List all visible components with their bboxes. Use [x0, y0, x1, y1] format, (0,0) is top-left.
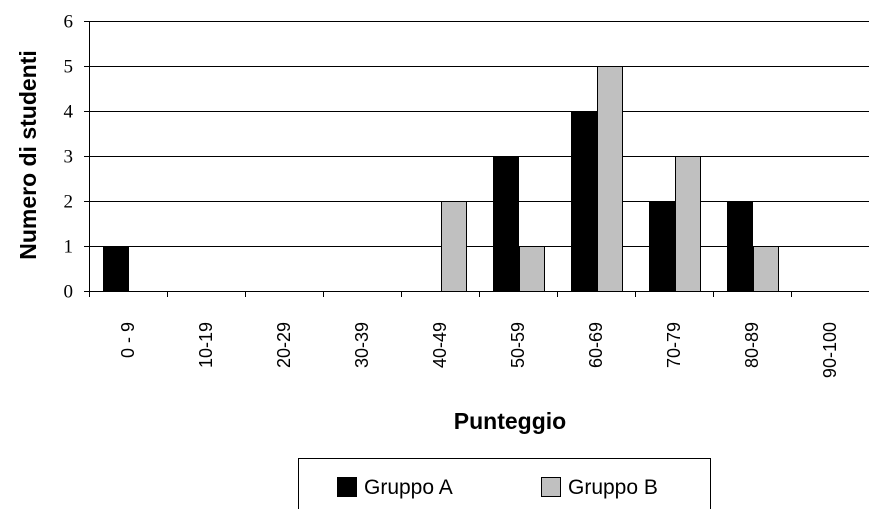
y-axis-title: Numero di studenti	[15, 50, 41, 260]
bar	[493, 156, 519, 292]
bar	[597, 66, 623, 292]
bar	[753, 246, 779, 292]
bar	[571, 111, 597, 292]
x-tick-label: 30-39	[352, 322, 372, 368]
x-tick-label: 70-79	[664, 322, 684, 368]
x-tick-label: 50-59	[508, 322, 528, 368]
y-tick-label: 1	[64, 237, 74, 258]
x-tick-label: 10-19	[196, 322, 216, 368]
legend-swatch	[541, 477, 561, 497]
x-tick-labels: 0 - 9 10-19 20-29 30-39 40-49 50-59 60-69 70-79…	[118, 322, 840, 378]
bars	[103, 66, 779, 292]
y-tick-label: 3	[64, 147, 74, 168]
x-axis-title: Punteggio	[454, 408, 566, 434]
y-tick-label: 2	[64, 192, 74, 213]
bar	[103, 246, 129, 292]
bar	[727, 201, 753, 292]
y-tick-label: 6	[64, 12, 74, 33]
x-tick-label: 80-89	[742, 322, 762, 368]
y-tick-label: 0	[64, 282, 74, 303]
legend-swatch	[337, 477, 357, 497]
bar	[649, 201, 675, 292]
legend: Gruppo A Gruppo B	[298, 458, 711, 509]
x-tick-label: 20-29	[274, 322, 294, 368]
x-tick-label: 0 - 9	[118, 322, 138, 358]
y-tick-label: 5	[64, 57, 74, 78]
axes	[84, 21, 869, 297]
legend-label: Gruppo A	[364, 476, 453, 499]
x-tick-label: 60-69	[586, 322, 606, 368]
y-tick-label: 4	[64, 102, 74, 123]
bar	[675, 156, 701, 292]
legend-label: Gruppo B	[568, 476, 658, 499]
y-tick-labels: 0 1 2 3 4 5 6	[64, 12, 74, 303]
x-tick-label: 40-49	[430, 322, 450, 368]
x-tick-label: 90-100	[820, 322, 840, 378]
legend-box	[298, 458, 711, 509]
bar	[519, 246, 545, 292]
bar	[441, 201, 467, 292]
